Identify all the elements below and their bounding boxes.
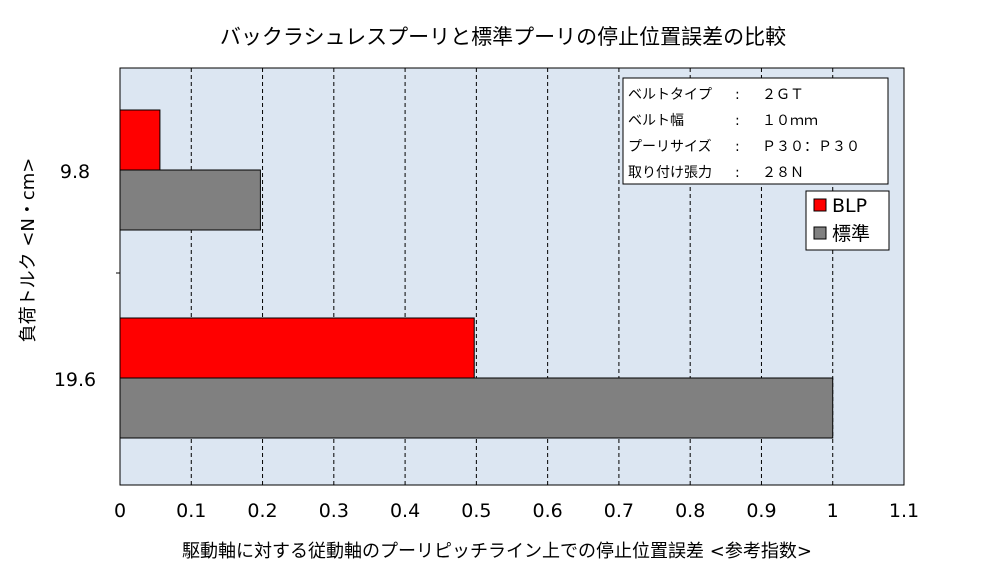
y-category-label: 9.8 bbox=[60, 161, 90, 183]
x-tick-label: 1.1 bbox=[889, 500, 919, 522]
info-value: Ｐ３０：Ｐ３０ bbox=[762, 139, 860, 155]
x-tick-label: 0.4 bbox=[390, 500, 420, 522]
info-value: ２８Ｎ bbox=[762, 165, 804, 181]
x-tick-label: 0.1 bbox=[176, 500, 206, 522]
info-box: ベルトタイプ: ２ＧＴ ベルト幅: １０ｍｍ プーリサイズ: Ｐ３０：Ｐ３０ 取り付け張力:… bbox=[622, 77, 889, 185]
bar-BLP-19.6 bbox=[119, 317, 475, 379]
y-axis-label: 負荷トルク <N・cm> bbox=[18, 158, 39, 343]
info-separator: : bbox=[735, 139, 740, 155]
legend-swatch-標準 bbox=[813, 226, 827, 240]
x-tick-labels: 0 0.1 0.2 0.3 0.4 0.5 0.6 0.7 0.8 0.9 1 1.1 bbox=[114, 500, 919, 522]
info-label: ベルトタイプ bbox=[628, 87, 712, 103]
info-box-frame bbox=[622, 77, 889, 185]
plot-frame bbox=[119, 67, 905, 486]
x-tick-label: 0.3 bbox=[319, 500, 349, 522]
x-tick-label: 0 bbox=[114, 500, 126, 522]
x-tick-label: 0.7 bbox=[604, 500, 634, 522]
x-tick-label: 1 bbox=[827, 500, 839, 522]
info-value: ２ＧＴ bbox=[762, 87, 804, 103]
bar-標準-19.6 bbox=[119, 377, 834, 439]
x-axis-label: 駆動軸に対する従動軸のプーリピッチライン上での停止位置誤差 <参考指数> bbox=[182, 541, 812, 562]
legend-swatch-BLP bbox=[813, 198, 827, 212]
info-value: １０ｍｍ bbox=[762, 113, 818, 129]
bar-BLP-9.8 bbox=[119, 109, 161, 171]
y-category-labels: 9.8 19.6 bbox=[54, 161, 96, 391]
info-separator: : bbox=[735, 87, 740, 103]
legend-label: BLP bbox=[832, 195, 867, 217]
x-tick-label: 0.2 bbox=[247, 500, 277, 522]
info-separator: : bbox=[735, 165, 740, 181]
x-tick-label: 0.6 bbox=[533, 500, 563, 522]
info-label: ベルト幅 bbox=[628, 113, 684, 129]
bar-標準-9.8 bbox=[119, 169, 261, 231]
x-tick-label: 0.8 bbox=[675, 500, 705, 522]
info-label: 取り付け張力 bbox=[628, 165, 712, 181]
y-category-label: 19.6 bbox=[54, 369, 96, 391]
chart-title: バックラシュレスプーリと標準プーリの停止位置誤差の比較 bbox=[220, 25, 786, 49]
x-tick-label: 0.5 bbox=[461, 500, 491, 522]
x-tick-label: 0.9 bbox=[746, 500, 776, 522]
axes bbox=[116, 67, 905, 486]
info-separator: : bbox=[735, 113, 740, 129]
info-label: プーリサイズ bbox=[628, 139, 712, 155]
legend-label: 標準 bbox=[832, 223, 870, 245]
bars bbox=[119, 109, 834, 439]
legend: BLP 標準 bbox=[805, 190, 890, 251]
